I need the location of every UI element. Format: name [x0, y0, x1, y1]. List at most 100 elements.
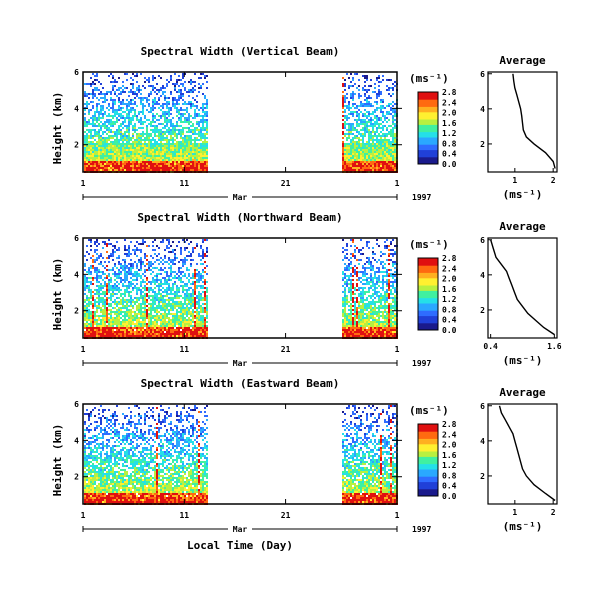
- colorbar-segment: [418, 272, 438, 275]
- colorbar-segment: [418, 137, 438, 140]
- colorbar-segment: [418, 429, 438, 432]
- colorbar-label: 2.0: [442, 275, 457, 284]
- colorbar-segment: [418, 263, 438, 266]
- colorbar-segment: [418, 131, 438, 134]
- panel-title: Spectral Width (Eastward Beam): [141, 377, 340, 390]
- colorbar-segment: [418, 274, 438, 277]
- colorbar-label: 0.8: [442, 305, 457, 314]
- profile-title: Average: [499, 386, 546, 399]
- colorbar-segment: [418, 129, 438, 133]
- colorbar-segment: [418, 483, 438, 486]
- colorbar-segment: [418, 297, 438, 300]
- y-axis-label: Height (km): [51, 258, 64, 331]
- colorbar-segment: [418, 481, 438, 484]
- colorbar-segment: [418, 142, 438, 145]
- colorbar-segment: [418, 494, 438, 497]
- colorbar-label: 0.0: [442, 326, 457, 335]
- colorbar-label: 1.6: [442, 119, 457, 128]
- colorbar-segment: [418, 460, 438, 463]
- colorbar-segment: [418, 485, 438, 488]
- colorbar-segment: [418, 427, 438, 430]
- colorbar-label: 2.8: [442, 420, 457, 429]
- colorbar-segment: [418, 470, 438, 474]
- x-tick-label: 11: [179, 345, 189, 354]
- profile-x-tick-label: 1: [512, 176, 517, 185]
- colorbar-segment: [418, 292, 438, 295]
- profile-frame: [487, 71, 558, 173]
- profile-y-tick-label: 6: [480, 70, 485, 79]
- x-tick-label: 1: [81, 345, 86, 354]
- colorbar-segment: [418, 310, 438, 313]
- heatmap-cells: [84, 73, 398, 173]
- profile-x-tick-label: 2: [551, 176, 556, 185]
- profile-x-tick-label: 1: [512, 508, 517, 517]
- y-axis-label: Height (km): [51, 92, 64, 165]
- x-tick-label: 11: [179, 179, 189, 188]
- colorbar-segment: [418, 267, 438, 270]
- colorbar-unit: (ms⁻¹): [409, 238, 449, 251]
- month-label: Mar: [233, 525, 248, 534]
- colorbar-label: 2.0: [442, 441, 457, 450]
- colorbar-segment: [418, 306, 438, 309]
- colorbar-label: 0.4: [442, 482, 457, 491]
- colorbar-segment: [418, 153, 438, 156]
- colorbar-segment: [418, 140, 438, 143]
- y-tick-label: 2: [74, 307, 79, 316]
- colorbar-segment: [418, 111, 438, 115]
- y-tick-label: 6: [74, 68, 79, 77]
- colorbar-segment: [418, 319, 438, 322]
- colorbar-label: 1.2: [442, 461, 457, 470]
- colorbar-segment: [418, 106, 438, 109]
- plot-frame: [82, 403, 398, 505]
- heatmap-cells: [84, 405, 398, 505]
- colorbar-segment: [418, 92, 438, 95]
- colorbar-label: 2.0: [442, 109, 457, 118]
- colorbar-segment: [418, 276, 438, 279]
- colorbar-segment: [418, 461, 438, 465]
- heatmap-cells: [84, 239, 398, 339]
- x-tick-label: 21: [281, 179, 291, 188]
- colorbar-segment: [418, 113, 438, 116]
- colorbar-segment: [418, 281, 438, 284]
- colorbar-label: 0.4: [442, 150, 457, 159]
- colorbar-segment: [418, 258, 438, 261]
- colorbar-segment: [418, 303, 438, 306]
- colorbar-segment: [418, 443, 438, 447]
- colorbar-label: 0.8: [442, 471, 457, 480]
- colorbar-segment: [418, 299, 438, 302]
- panel-2: Spectral Width (Eastward Beam) Height (km…: [51, 377, 558, 534]
- colorbar-segment: [418, 102, 438, 106]
- colorbar-segment: [418, 308, 438, 311]
- colorbar-segment: [418, 465, 438, 468]
- colorbar-segment: [418, 104, 438, 107]
- colorbar-segment: [418, 321, 438, 324]
- colorbar-segment: [418, 438, 438, 441]
- colorbar-segment: [418, 286, 438, 290]
- colorbar-segment: [418, 301, 438, 304]
- colorbar-segment: [418, 283, 438, 286]
- year-label: 1997: [412, 525, 431, 534]
- colorbar-segment: [418, 149, 438, 152]
- x-tick-label: 1: [81, 179, 86, 188]
- x-tick-label: 1: [81, 511, 86, 520]
- profile-line: [490, 239, 555, 336]
- colorbar-unit: (ms⁻¹): [409, 404, 449, 417]
- month-bar-gap: [228, 524, 252, 534]
- colorbar-frame: [417, 257, 439, 331]
- colorbar-segment: [418, 313, 438, 317]
- y-tick-label: 4: [74, 436, 79, 445]
- y-tick-label: 2: [74, 141, 79, 150]
- profile-y-tick-label: 4: [480, 437, 485, 446]
- colorbar-segment: [418, 160, 438, 163]
- colorbar-segment: [418, 472, 438, 475]
- colorbar-segment: [418, 101, 438, 104]
- colorbar-segment: [418, 324, 438, 327]
- colorbar-segment: [418, 93, 438, 97]
- y-axis-label: Height (km): [51, 424, 64, 497]
- colorbar-segment: [418, 476, 438, 479]
- colorbar-segment: [418, 270, 438, 273]
- colorbar-frame: [417, 91, 439, 165]
- plot-frame: [82, 237, 398, 339]
- colorbar-label: 2.4: [442, 430, 457, 439]
